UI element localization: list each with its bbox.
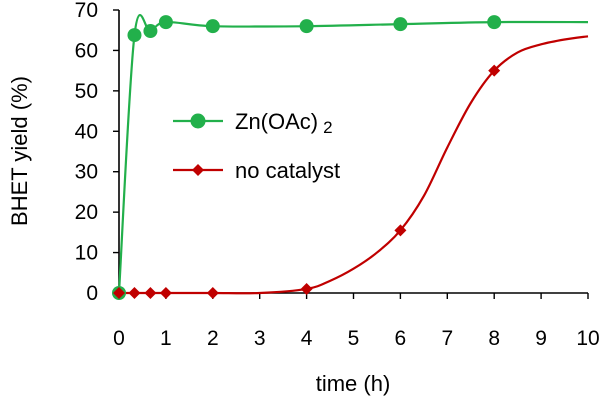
x-tick-label: 1	[160, 327, 172, 350]
legend-entry-no-catalyst: no catalyst	[173, 158, 340, 183]
data-point-no-catalyst	[159, 287, 172, 299]
data-point-no-catalyst	[128, 287, 141, 299]
y-tick-label: 70	[75, 0, 98, 22]
x-tick-label: 0	[113, 327, 125, 350]
data-point-no-catalyst	[394, 224, 407, 237]
data-point-zn	[143, 24, 158, 39]
y-axis-title: BHET yield (%)	[7, 76, 32, 226]
legend-label-zn: Zn(OAc) 2	[235, 109, 333, 137]
legend-label-zn-subscript: 2	[323, 118, 332, 137]
legend: Zn(OAc) 2 no catalyst	[173, 109, 340, 183]
data-point-zn	[205, 19, 220, 34]
data-point-no-catalyst	[300, 282, 313, 295]
y-tick-label: 40	[75, 120, 98, 143]
data-point-zn	[299, 19, 314, 34]
y-tick-label: 60	[75, 39, 98, 62]
legend-label-no-catalyst: no catalyst	[235, 158, 340, 183]
series-line-no-catalyst	[118, 35, 589, 295]
y-tick-label: 20	[75, 201, 98, 224]
y-tick-label: 50	[75, 80, 98, 103]
x-tick-label: 4	[301, 327, 313, 350]
data-point-no-catalyst	[488, 64, 501, 77]
data-point-no-catalyst	[144, 287, 157, 299]
x-axis-title: time (h)	[316, 371, 391, 396]
x-tick-label: 10	[576, 327, 599, 350]
y-tick-label: 0	[86, 282, 98, 305]
legend-entry-zn: Zn(OAc) 2	[173, 109, 333, 137]
ticks: 0 1 2 3 4 5 6 7 8 9 10 0 10 20 30 40 50 60 70	[75, 0, 600, 350]
legend-marker-zn	[190, 113, 206, 129]
legend-marker-no-catalyst	[192, 164, 204, 176]
series-curves	[117, 14, 589, 295]
series-line-zn	[117, 14, 589, 294]
x-tick-label: 3	[254, 327, 266, 350]
y-tick-label: 10	[75, 242, 98, 265]
legend-label-zn-main: Zn(OAc)	[235, 109, 318, 134]
data-point-zn	[158, 15, 173, 30]
data-point-zn	[487, 15, 502, 30]
data-point-no-catalyst	[206, 287, 219, 299]
data-point-zn	[127, 28, 142, 43]
x-tick-label: 6	[395, 327, 407, 350]
data-point-no-catalyst	[113, 287, 125, 299]
x-tick-label: 9	[535, 327, 547, 350]
x-tick-label: 8	[488, 327, 500, 350]
data-point-zn	[393, 17, 408, 32]
x-tick-label: 2	[207, 327, 219, 350]
x-tick-label: 7	[441, 327, 453, 350]
y-tick-label: 30	[75, 161, 98, 184]
x-tick-label: 5	[348, 327, 360, 350]
series-markers	[112, 15, 502, 300]
